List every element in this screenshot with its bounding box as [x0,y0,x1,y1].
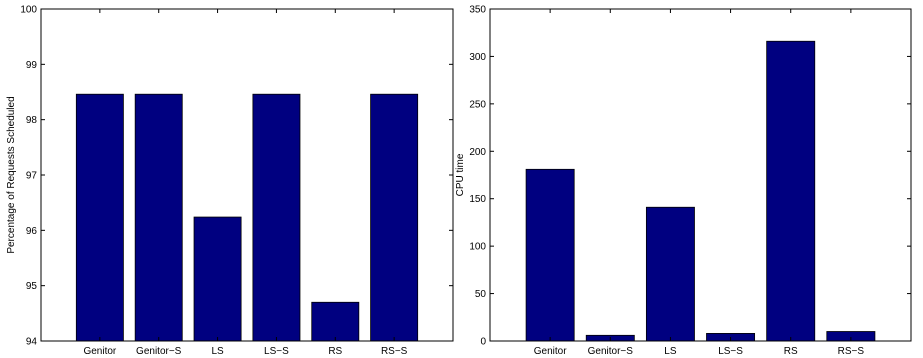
y-tick-label: 250 [469,99,486,110]
y-tick-label: 150 [469,194,486,205]
bar-2 [193,216,242,342]
x-tick-label: Genitor [534,346,567,357]
x-tick-label: Genitor−S [588,346,634,357]
y-tick-label: 99 [26,60,38,71]
x-tick-label: RS−S [381,346,408,357]
bar-3 [252,93,301,342]
bar-0 [525,168,575,342]
axes-group: Genitor Genitor−S LS LS−S RS RS−S 0 50 100 150 200… [469,5,912,357]
y-tick-label: 350 [469,5,486,16]
bar-4 [311,301,360,342]
y-axis-label: CPU time [455,153,466,196]
y-tick-label: 50 [475,289,487,300]
y-tick-label: 0 [480,337,486,348]
x-tick-label: RS−S [838,346,865,357]
bar-2 [645,206,695,342]
bars-group [75,93,419,342]
x-tick-label: RS [784,346,798,357]
y-tick-label: 96 [26,226,38,237]
y-tick-label: 94 [26,337,38,348]
y-tick-label: 100 [20,5,37,16]
chart-percentage-scheduled: Genitor Genitor−S LS LS−S RS RS−S 94 95 96 97 98 99… [6,5,454,357]
y-tick-label: 300 [469,52,486,63]
x-tick-label: Genitor−S [136,346,182,357]
bars-group [525,40,876,342]
y-tick-label: 200 [469,147,486,158]
y-tick-label: 100 [469,242,486,253]
bar-4 [766,40,816,342]
y-tick-label: 98 [26,115,38,126]
bar-0 [75,93,124,342]
bar-1 [134,93,183,342]
bar-5 [370,93,419,342]
x-tick-label: LS [211,346,224,357]
y-tick-label: 95 [26,281,38,292]
x-tick-label: LS−S [718,346,743,357]
x-tick-label: Genitor [83,346,116,357]
axes-frame [489,8,912,342]
chart-cpu-time: Genitor Genitor−S LS LS−S RS RS−S 0 50 100 150 200… [455,5,912,357]
x-tick-label: LS [664,346,677,357]
x-tick-label: RS [328,346,342,357]
axes-group: Genitor Genitor−S LS LS−S RS RS−S 94 95 96 97 98 99… [20,5,454,357]
y-tick-label: 97 [26,171,38,182]
x-tick-label: LS−S [264,346,289,357]
y-axis-label: Percentage of Requests Scheduled [6,96,17,253]
